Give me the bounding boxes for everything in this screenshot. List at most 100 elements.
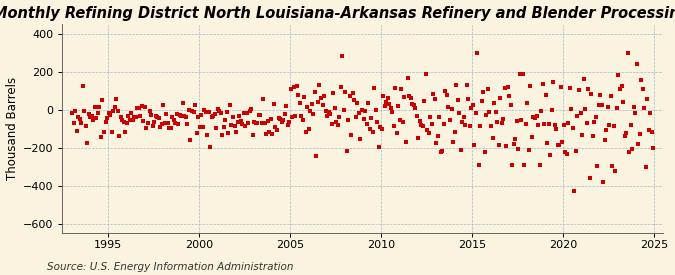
Point: [287, 115, 298, 119]
Point: [220, 117, 231, 122]
Point: [464, 124, 475, 128]
Point: [622, 50, 633, 55]
Point: [132, 106, 143, 111]
Point: [399, 95, 410, 99]
Point: [105, 113, 115, 117]
Point: [335, 84, 346, 89]
Point: [111, 97, 122, 101]
Point: [124, 118, 135, 122]
Point: [258, 97, 269, 101]
Point: [487, 135, 498, 140]
Point: [277, 118, 288, 122]
Point: [375, 124, 385, 129]
Point: [173, 122, 184, 126]
Point: [508, 142, 519, 146]
Point: [91, 116, 102, 120]
Point: [433, 134, 443, 138]
Point: [445, 117, 456, 122]
Point: [427, 121, 437, 126]
Point: [329, 106, 340, 110]
Point: [373, 145, 384, 150]
Point: [205, 145, 215, 150]
Point: [92, 111, 103, 116]
Point: [497, 116, 508, 121]
Point: [261, 132, 272, 136]
Point: [458, 115, 469, 119]
Point: [402, 76, 413, 80]
Point: [457, 120, 468, 124]
Point: [610, 168, 621, 173]
Point: [534, 163, 545, 168]
Point: [158, 102, 169, 107]
Point: [112, 109, 123, 113]
Point: [196, 113, 207, 117]
Point: [97, 98, 108, 102]
Point: [385, 106, 396, 110]
Point: [279, 112, 290, 116]
Point: [589, 120, 599, 124]
Point: [74, 116, 85, 121]
Point: [346, 132, 357, 137]
Point: [316, 96, 327, 100]
Point: [120, 130, 131, 134]
Point: [434, 115, 445, 119]
Point: [326, 122, 337, 127]
Point: [557, 140, 568, 144]
Point: [179, 114, 190, 118]
Point: [159, 120, 170, 125]
Point: [94, 104, 105, 109]
Point: [80, 124, 91, 128]
Point: [435, 150, 446, 154]
Point: [597, 103, 608, 108]
Point: [549, 123, 560, 127]
Point: [156, 122, 167, 127]
Point: [411, 114, 422, 119]
Point: [88, 118, 99, 123]
Point: [281, 104, 292, 108]
Point: [130, 115, 141, 119]
Point: [518, 72, 529, 76]
Point: [367, 130, 378, 134]
Point: [164, 126, 175, 131]
Point: [470, 111, 481, 115]
Point: [162, 121, 173, 125]
Point: [405, 96, 416, 100]
Point: [123, 114, 134, 118]
Point: [491, 120, 502, 125]
Point: [406, 102, 417, 107]
Point: [539, 122, 549, 126]
Point: [344, 94, 355, 98]
Point: [366, 116, 377, 120]
Point: [372, 120, 383, 125]
Point: [605, 94, 616, 99]
Point: [102, 116, 113, 121]
Point: [634, 132, 645, 137]
Point: [264, 130, 275, 134]
Point: [227, 115, 238, 119]
Point: [340, 90, 351, 94]
Point: [332, 123, 343, 127]
Point: [270, 125, 281, 129]
Point: [186, 109, 197, 113]
Point: [390, 86, 401, 90]
Point: [306, 102, 317, 106]
Point: [421, 72, 431, 77]
Point: [569, 188, 580, 193]
Point: [146, 113, 157, 117]
Point: [313, 100, 323, 105]
Point: [331, 120, 342, 124]
Point: [249, 120, 260, 125]
Point: [106, 130, 117, 134]
Point: [300, 130, 311, 134]
Point: [141, 126, 152, 131]
Point: [226, 123, 237, 127]
Point: [103, 111, 114, 115]
Point: [328, 91, 339, 95]
Point: [603, 105, 614, 109]
Point: [585, 176, 595, 180]
Point: [418, 99, 429, 103]
Point: [637, 87, 648, 91]
Point: [604, 123, 615, 128]
Point: [253, 113, 264, 117]
Point: [192, 115, 203, 119]
